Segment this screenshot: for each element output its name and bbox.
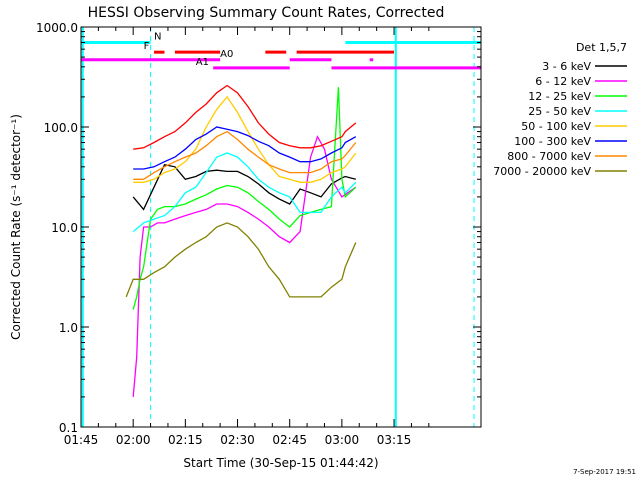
- series-line: [132, 163, 356, 211]
- plot-frame: [80, 26, 482, 428]
- legend-label: 3 - 6 keV: [542, 60, 591, 73]
- plot-area: NF A0 A1: [81, 27, 481, 427]
- y-tick-label: 1.0: [59, 321, 78, 335]
- series-line: [133, 95, 357, 183]
- y-tick-label: 0.1: [59, 421, 78, 435]
- date-stamp: 7-Sep-2017 19:51: [573, 468, 636, 476]
- y-tick-label: 10.0: [51, 221, 78, 235]
- legend-label: 100 - 300 keV: [514, 135, 591, 148]
- legend-label: 800 - 7000 keV: [507, 150, 591, 163]
- legend-title: Det 1,5,7: [576, 41, 627, 54]
- series-line: [125, 222, 357, 298]
- state-bar-label: A1: [196, 57, 209, 68]
- series-line: [132, 87, 357, 310]
- y-tick-label: 100.0: [44, 121, 78, 135]
- legend-label: 12 - 25 keV: [528, 90, 591, 103]
- series-line: [132, 135, 357, 397]
- legend-label: 25 - 50 keV: [528, 105, 591, 118]
- series-line: [133, 130, 357, 180]
- legend: Det 1,5,7 3 - 6 keV 6 - 12 keV 12 - 25 keV…: [493, 41, 627, 178]
- x-tick-label: 02:00: [116, 433, 151, 447]
- x-tick-label: 03:00: [325, 433, 360, 447]
- y-axis: 0.1 1.0 10.0 100.0 1000.0: [36, 21, 481, 435]
- legend-label: 6 - 12 keV: [535, 75, 591, 88]
- series-line: [133, 126, 357, 170]
- series-line: [133, 84, 357, 150]
- series-line: [132, 152, 357, 233]
- x-tick-label: 02:45: [272, 433, 307, 447]
- x-tick-label: 03:15: [377, 433, 412, 447]
- legend-label: 50 - 100 keV: [521, 120, 591, 133]
- chart-title: HESSI Observing Summary Count Rates, Cor…: [88, 5, 445, 21]
- y-tick-label: 1000.0: [36, 21, 78, 35]
- state-bar-label: A0: [220, 49, 233, 60]
- x-tick-label: 02:30: [220, 433, 255, 447]
- x-tick-label: 01:45: [64, 433, 99, 447]
- state-bar-label: F: [144, 41, 150, 52]
- y-axis-label: Corrected Count Rate (s⁻¹ detector⁻¹): [9, 114, 23, 340]
- x-axis: 01:45 02:00 02:15 02:30 02:45 03:00 03:15: [64, 27, 430, 447]
- x-axis-label: Start Time (30-Sep-15 01:44:42): [183, 456, 378, 470]
- x-tick-label: 02:15: [168, 433, 203, 447]
- state-bar-label: N: [154, 31, 161, 42]
- legend-label: 7000 - 20000 keV: [493, 165, 591, 178]
